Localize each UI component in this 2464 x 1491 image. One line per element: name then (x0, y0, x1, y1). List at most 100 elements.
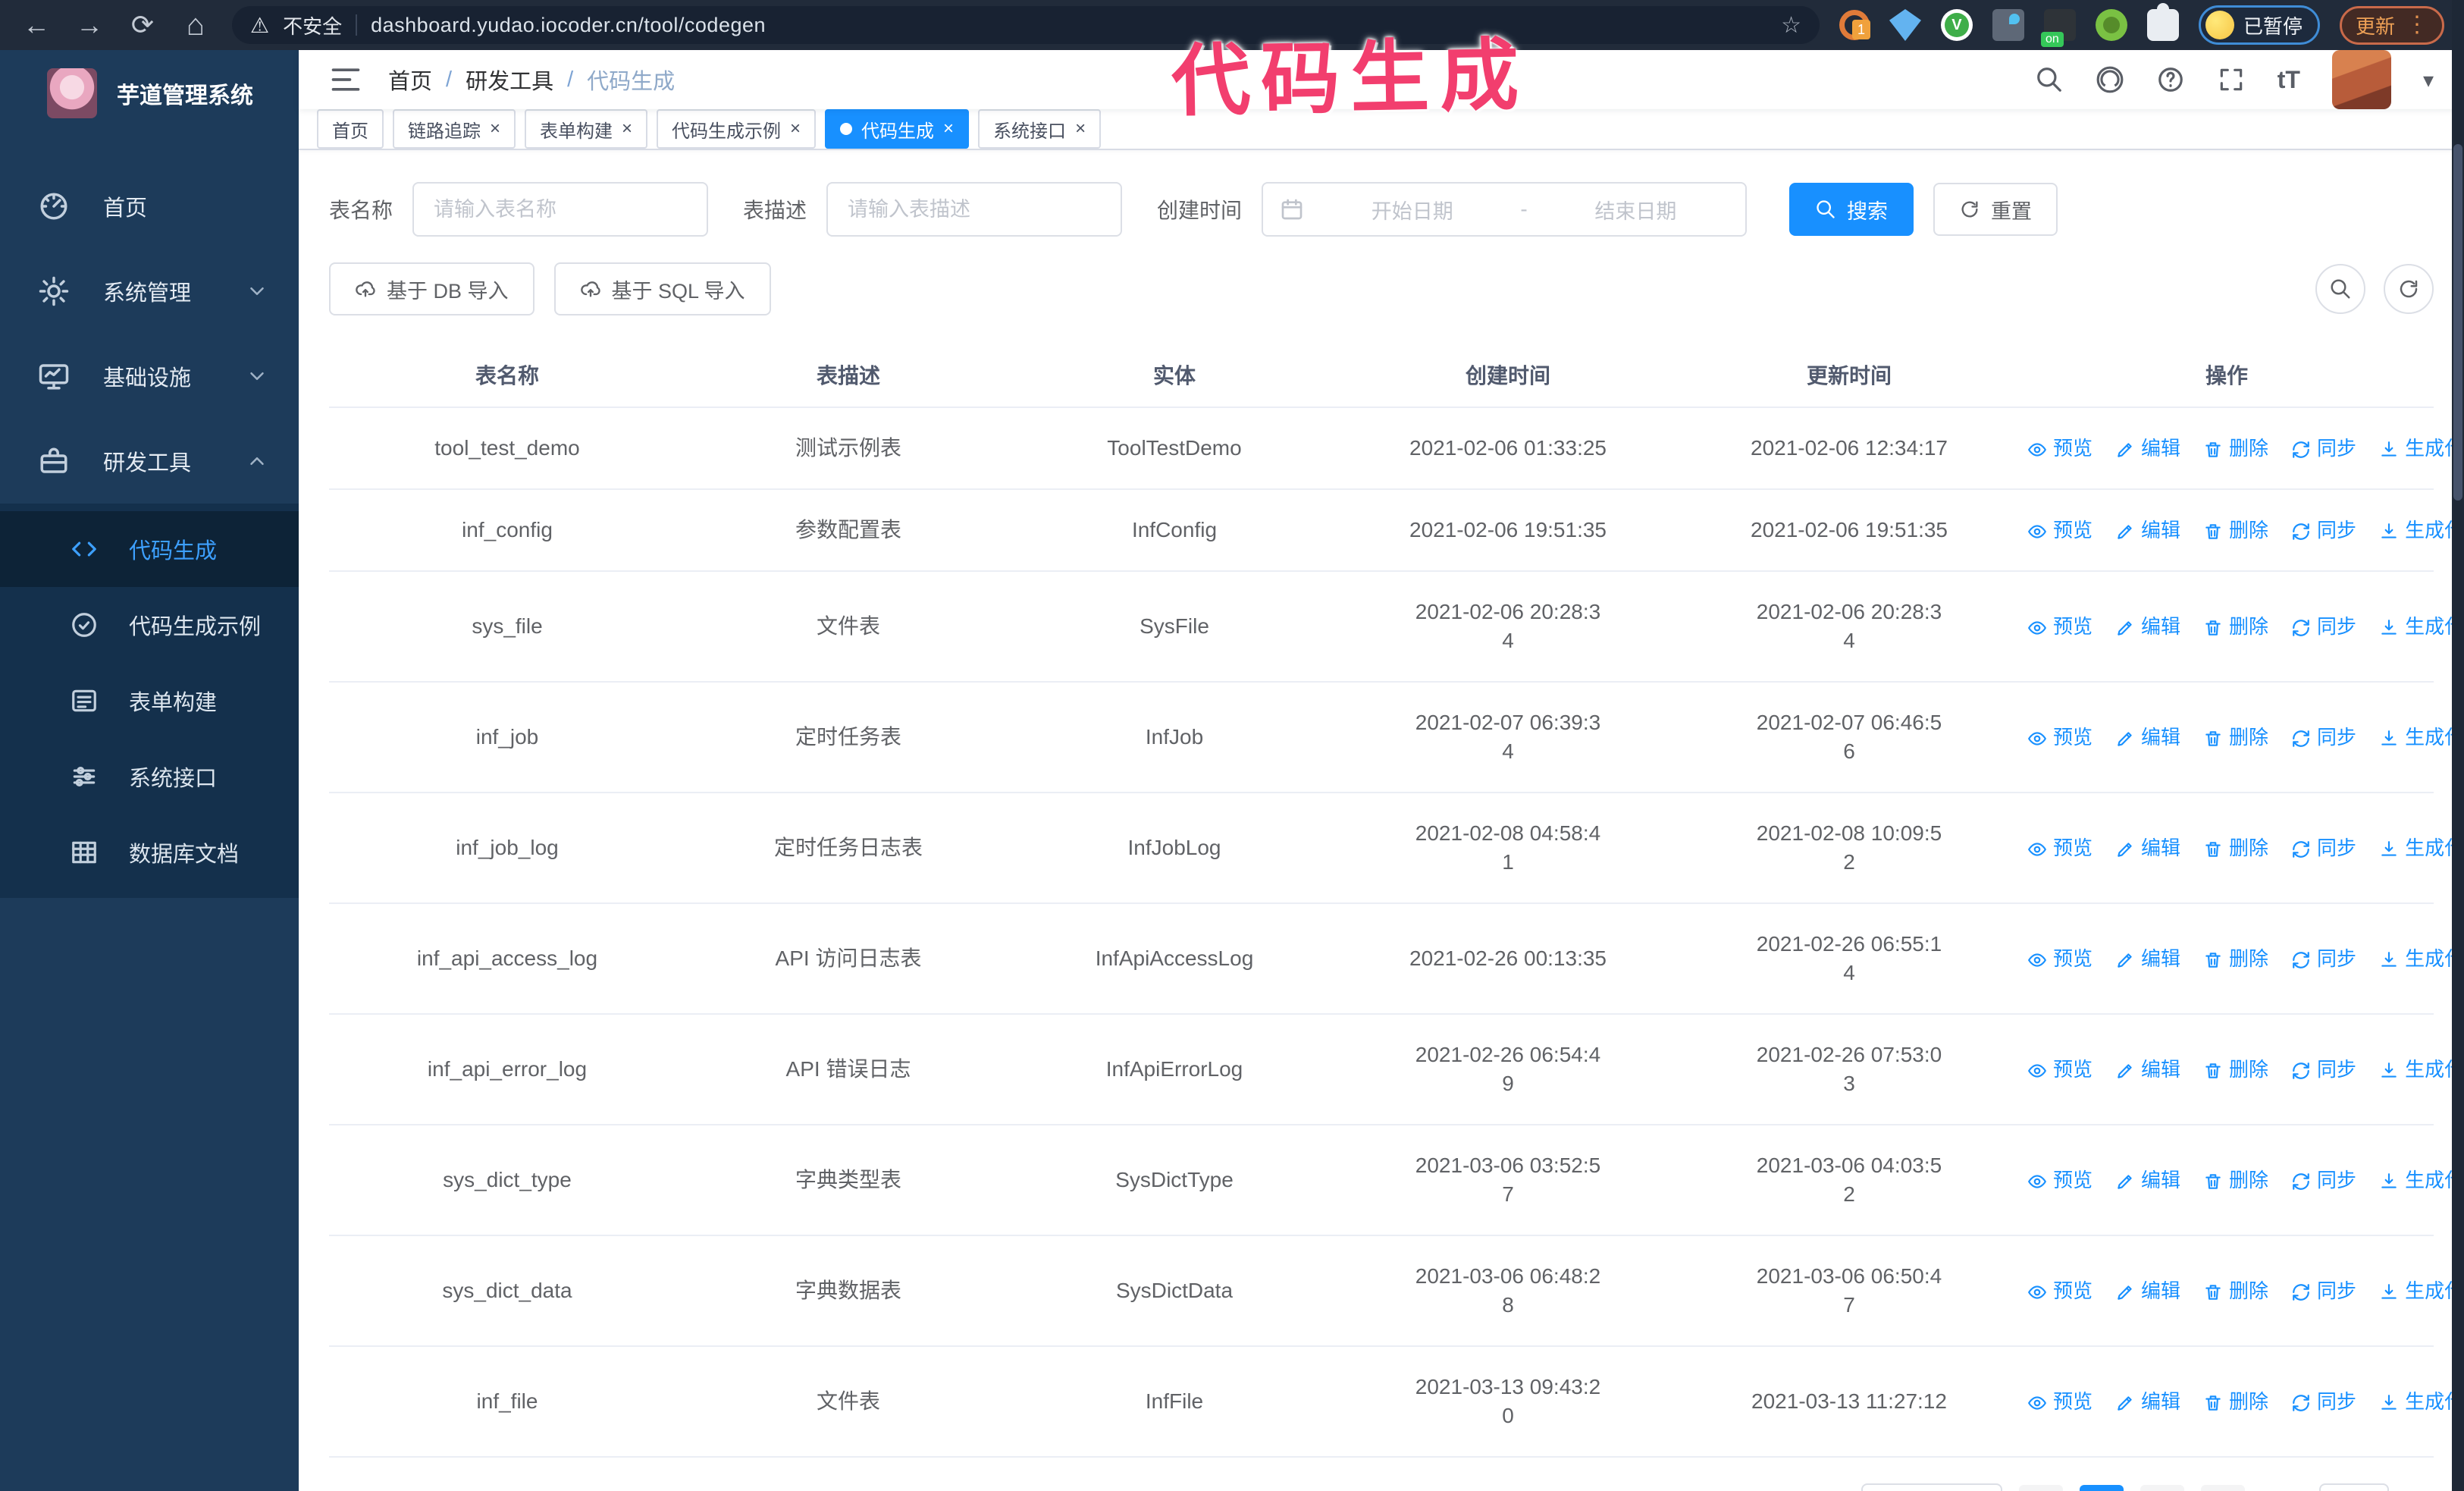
browser-menu-kebab-icon[interactable] (2406, 16, 2428, 34)
sidebar-fold-icon[interactable] (329, 63, 362, 96)
browser-forward-icon[interactable] (73, 11, 106, 39)
browser-update-button[interactable]: 更新 (2339, 5, 2444, 45)
delete-link[interactable]: 删除 (2203, 1055, 2268, 1084)
close-icon[interactable] (1075, 120, 1086, 138)
sync-link[interactable]: 同步 (2291, 1055, 2356, 1084)
page-button-2[interactable]: 2 (2140, 1485, 2184, 1491)
table-name-input[interactable] (412, 182, 709, 237)
browser-home-icon[interactable] (179, 10, 212, 40)
import-db-button[interactable]: 基于 DB 导入 (329, 262, 534, 315)
refresh-table-button[interactable] (2384, 264, 2434, 314)
help-icon[interactable] (2156, 65, 2185, 94)
delete-link[interactable]: 删除 (2203, 1387, 2268, 1416)
reset-button[interactable]: 重置 (1933, 183, 2058, 236)
sidebar-item-form-builder[interactable]: 表单构建 (0, 663, 299, 739)
edit-link[interactable]: 编辑 (2115, 516, 2180, 545)
avatar-caret-icon[interactable] (2423, 67, 2434, 93)
sidebar-item-devtools[interactable]: 研发工具 (0, 419, 299, 504)
sync-link[interactable]: 同步 (2291, 833, 2356, 862)
goto-page-input[interactable] (2319, 1483, 2389, 1491)
github-icon[interactable] (2096, 65, 2124, 94)
scrollbar-thumb[interactable] (2453, 144, 2462, 501)
sidebar-item-infra[interactable]: 基础设施 (0, 334, 299, 419)
edit-link[interactable]: 编辑 (2115, 1055, 2180, 1084)
preview-link[interactable]: 预览 (2027, 944, 2093, 973)
sidebar-item-home[interactable]: 首页 (0, 164, 299, 249)
page-button-1[interactable]: 1 (2080, 1485, 2124, 1491)
preview-link[interactable]: 预览 (2027, 516, 2093, 545)
user-avatar[interactable] (2331, 50, 2391, 109)
fullscreen-icon[interactable] (2217, 65, 2246, 94)
delete-link[interactable]: 删除 (2203, 612, 2268, 641)
tab-codegen[interactable]: 代码生成 (825, 109, 970, 149)
tab-form-builder[interactable]: 表单构建 (525, 109, 648, 149)
edit-link[interactable]: 编辑 (2115, 944, 2180, 973)
sync-link[interactable]: 同步 (2291, 434, 2356, 463)
edit-link[interactable]: 编辑 (2115, 1166, 2180, 1194)
next-page-button[interactable]: › (2201, 1485, 2245, 1491)
preview-link[interactable]: 预览 (2027, 833, 2093, 862)
import-sql-button[interactable]: 基于 SQL 导入 (553, 262, 771, 315)
search-button[interactable]: 搜索 (1789, 183, 1914, 236)
sidebar-item-codegen[interactable]: 代码生成 (0, 511, 299, 587)
preview-link[interactable]: 预览 (2027, 1276, 2093, 1305)
delete-link[interactable]: 删除 (2203, 833, 2268, 862)
tab-tracing[interactable]: 链路追踪 (393, 109, 516, 149)
delete-link[interactable]: 删除 (2203, 723, 2268, 752)
extensions-puzzle-icon[interactable] (2146, 3, 2179, 41)
edit-link[interactable]: 编辑 (2115, 1276, 2180, 1305)
sync-link[interactable]: 同步 (2291, 1276, 2356, 1305)
sync-link[interactable]: 同步 (2291, 1166, 2356, 1194)
edit-link[interactable]: 编辑 (2115, 434, 2180, 463)
toggle-search-button[interactable] (2315, 264, 2365, 314)
delete-link[interactable]: 删除 (2203, 1166, 2268, 1194)
table-desc-input[interactable] (826, 182, 1123, 237)
close-icon[interactable] (490, 120, 500, 138)
edit-link[interactable]: 编辑 (2115, 1387, 2180, 1416)
header-search-icon[interactable] (2035, 65, 2064, 94)
address-bar[interactable]: 不安全 dashboard.yudao.iocoder.cn/tool/code… (232, 6, 1820, 44)
create-time-range-picker[interactable]: 开始日期 - 结束日期 (1262, 182, 1748, 237)
sync-link[interactable]: 同步 (2291, 612, 2356, 641)
window-scrollbar[interactable] (2452, 0, 2464, 1491)
tab-codegen-demo[interactable]: 代码生成示例 (657, 109, 817, 149)
tab-home[interactable]: 首页 (317, 109, 384, 149)
sidebar-item-system-api[interactable]: 系统接口 (0, 739, 299, 815)
preview-link[interactable]: 预览 (2027, 612, 2093, 641)
extension-icon-drop[interactable] (1992, 9, 2024, 41)
delete-link[interactable]: 删除 (2203, 434, 2268, 463)
breadcrumb-home[interactable]: 首页 (388, 70, 433, 94)
delete-link[interactable]: 删除 (2203, 1276, 2268, 1305)
extension-icon-monkey[interactable] (2095, 9, 2127, 41)
preview-link[interactable]: 预览 (2027, 434, 2093, 463)
preview-link[interactable]: 预览 (2027, 1166, 2093, 1194)
tab-system-api[interactable]: 系统接口 (978, 109, 1102, 149)
extension-icon-switch[interactable]: on (2040, 9, 2076, 47)
breadcrumb-devtools[interactable]: 研发工具 (466, 70, 554, 94)
bookmark-star-icon[interactable] (1781, 12, 1801, 39)
extension-icon-v[interactable]: V (1940, 9, 1973, 41)
extension-icon-gem[interactable] (1889, 9, 1921, 41)
sidebar-item-system[interactable]: 系统管理 (0, 249, 299, 334)
edit-link[interactable]: 编辑 (2115, 833, 2180, 862)
preview-link[interactable]: 预览 (2027, 1387, 2093, 1416)
sync-link[interactable]: 同步 (2291, 944, 2356, 973)
font-size-icon[interactable]: tT (2277, 65, 2300, 93)
edit-link[interactable]: 编辑 (2115, 723, 2180, 752)
sidebar-item-db-doc[interactable]: 数据库文档 (0, 815, 299, 890)
app-logo-row[interactable]: 芋道管理系统 (0, 50, 299, 137)
close-icon[interactable] (790, 120, 801, 138)
profile-paused-pill[interactable]: 已暂停 (2198, 5, 2320, 45)
browser-reload-icon[interactable] (126, 11, 159, 39)
sync-link[interactable]: 同步 (2291, 516, 2356, 545)
sync-link[interactable]: 同步 (2291, 723, 2356, 752)
page-size-select[interactable]: 10条/页 (1861, 1483, 2002, 1491)
preview-link[interactable]: 预览 (2027, 723, 2093, 752)
delete-link[interactable]: 删除 (2203, 944, 2268, 973)
prev-page-button[interactable]: ‹ (2019, 1485, 2063, 1491)
preview-link[interactable]: 预览 (2027, 1055, 2093, 1084)
extension-icon-orange[interactable]: 1 (1839, 10, 1870, 40)
delete-link[interactable]: 删除 (2203, 516, 2268, 545)
browser-back-icon[interactable] (20, 11, 53, 39)
edit-link[interactable]: 编辑 (2115, 612, 2180, 641)
